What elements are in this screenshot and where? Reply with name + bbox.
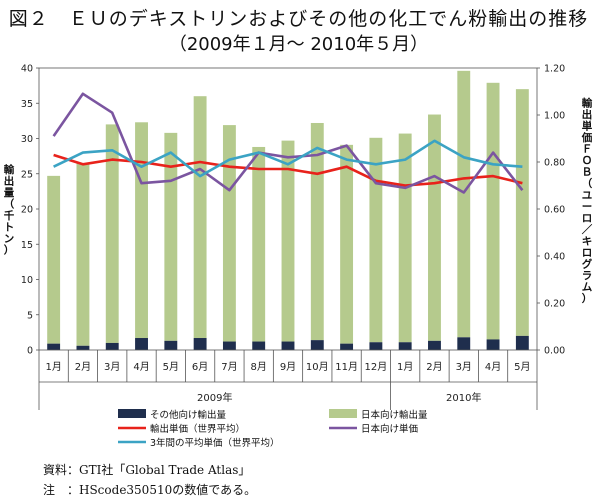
right-axis-title: 輸出単価ＦＯＢ（ユーロ／キログラム） <box>581 96 593 305</box>
x-tick-label: 12月 <box>365 361 388 373</box>
chart-subtitle: （2009年１月～ 2010年５月） <box>168 34 429 55</box>
bar-other-volume <box>369 342 383 350</box>
bar-japan-volume <box>222 125 236 342</box>
bar-japan-volume <box>515 89 529 336</box>
x-tick-label: 5月 <box>514 361 530 373</box>
source-note: 資料：GTI社「Global Trade Atlas」 <box>43 463 251 477</box>
right-tick-label: 1.00 <box>544 111 565 122</box>
left-tick-label: 35 <box>21 99 33 110</box>
x-tick-label: 3月 <box>104 361 120 373</box>
bar-other-volume <box>252 341 266 350</box>
bar-other-volume <box>193 338 207 350</box>
bar-japan-volume <box>281 140 295 342</box>
bar-japan-volume <box>76 163 90 346</box>
bar-japan-volume <box>164 132 178 341</box>
bar-japan-volume <box>252 146 266 342</box>
legend-other-volume-label: その他向け輸出量 <box>150 409 227 421</box>
bar-other-volume <box>47 343 61 350</box>
bar-japan-volume <box>369 137 383 343</box>
legend-other-volume-swatch <box>118 409 146 418</box>
left-tick-label: 15 <box>21 240 33 251</box>
x-tick-label: 4月 <box>485 361 501 373</box>
bar-japan-volume <box>47 175 61 344</box>
x-tick-label: 6月 <box>192 361 208 373</box>
x-tick-label: 4月 <box>133 361 149 373</box>
right-tick-label: 0.60 <box>544 205 565 216</box>
year-label: 2009年 <box>197 391 232 404</box>
bar-japan-volume <box>193 96 207 339</box>
right-tick-label: 0.00 <box>544 346 565 357</box>
bar-other-volume <box>76 345 90 350</box>
bar-japan-volume <box>398 133 412 343</box>
bar-japan-volume <box>340 144 354 344</box>
left-tick-label: 30 <box>21 134 33 145</box>
year-label: 2010年 <box>446 391 481 404</box>
legend-world-avg-price-label: 輸出単価（世界平均） <box>150 423 245 435</box>
x-tick-label: 8月 <box>251 361 267 373</box>
x-tick-label: 11月 <box>335 361 358 373</box>
x-tick-label: 1月 <box>45 361 61 373</box>
left-tick-label: 25 <box>21 169 33 180</box>
x-tick-label: 5月 <box>163 361 179 373</box>
line-layer <box>52 92 524 194</box>
bar-other-volume <box>222 341 236 350</box>
x-tick-label: 10月 <box>306 361 329 373</box>
line-japan-price <box>52 92 524 194</box>
axes-layer: 0 5 10 15 20 25 30 35 40 0.00 0.20 0.40 0.60 0.80 1.00… <box>4 64 593 410</box>
bar-other-volume <box>457 337 471 350</box>
bar-other-volume <box>310 340 324 350</box>
left-tick-label: 20 <box>21 205 33 216</box>
left-tick-label: 5 <box>27 310 33 321</box>
bar-japan-volume <box>486 82 500 340</box>
x-tick-label: 2月 <box>75 361 91 373</box>
bar-layer <box>47 70 529 350</box>
bar-japan-volume <box>310 122 324 341</box>
bar-japan-volume <box>428 114 441 341</box>
x-tick-label: 7月 <box>221 361 237 373</box>
left-tick-label: 0 <box>27 346 33 357</box>
right-tick-label: 0.80 <box>544 158 565 169</box>
left-tick-label: 40 <box>21 64 33 75</box>
right-tick-label: 0.40 <box>544 252 565 263</box>
x-tick-label: 2月 <box>426 361 442 373</box>
bar-other-volume <box>515 335 529 350</box>
x-tick-label: 3月 <box>456 361 472 373</box>
left-tick-label: 10 <box>21 275 33 286</box>
left-axis-title: 輸出量（千トン） <box>4 163 15 257</box>
bar-japan-volume <box>135 122 148 339</box>
legend-japan-price-label: 日本向け単価 <box>361 423 419 435</box>
x-tick-label: 9月 <box>280 361 296 373</box>
bar-other-volume <box>164 340 178 350</box>
bar-other-volume <box>398 342 412 350</box>
legend-japan-volume-swatch <box>329 409 357 418</box>
legend-japan-volume-label: 日本向け輸出量 <box>361 409 428 421</box>
right-tick-label: 0.20 <box>544 299 565 310</box>
line-3yr-avg-price <box>53 139 523 178</box>
bar-other-volume <box>486 339 500 350</box>
chart-title: 図２ ＥＵのデキストリンおよびその他の化工でん粉輸出の推移 <box>8 8 589 30</box>
combo-chart: 0 5 10 15 20 25 30 35 40 0.00 0.20 0.40 0.60 0.80 1.00… <box>4 64 593 450</box>
footnote: 注 ：HScode350510の数値である。 <box>43 483 257 497</box>
legend-3yr-avg-price-label: 3年間の平均単価（世界平均） <box>150 437 280 449</box>
bar-other-volume <box>135 338 148 350</box>
bar-japan-volume <box>105 124 119 343</box>
bar-other-volume <box>428 340 441 350</box>
bar-other-volume <box>281 341 295 350</box>
right-tick-label: 1.20 <box>544 64 565 75</box>
x-tick-label: 1月 <box>397 361 413 373</box>
bar-other-volume <box>340 343 354 350</box>
bar-other-volume <box>105 342 119 350</box>
bar-japan-volume <box>457 70 471 338</box>
